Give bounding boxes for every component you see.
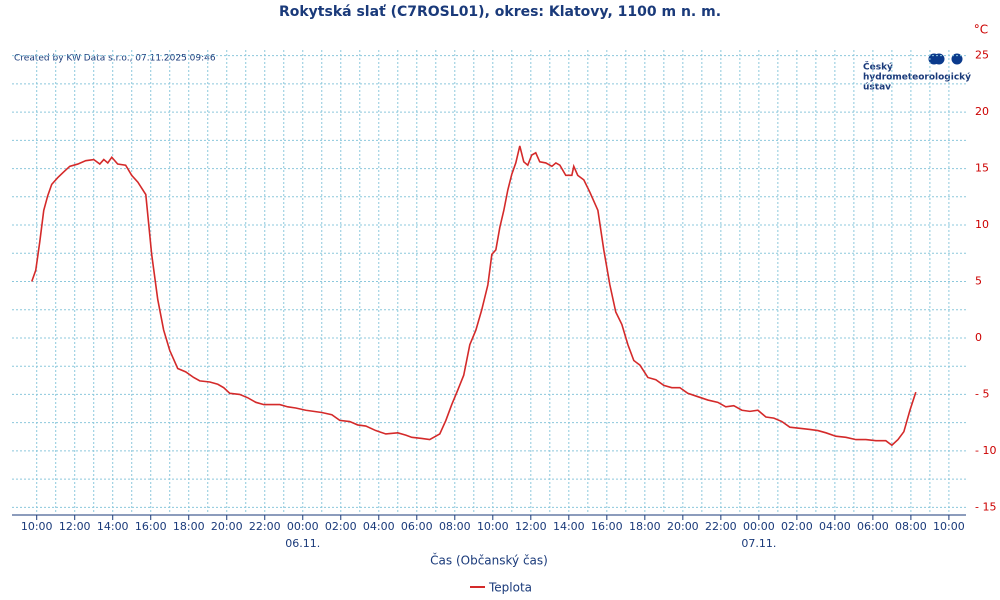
y-tick-label: 5 — [975, 275, 982, 288]
x-tick-label: 06:00 — [401, 520, 433, 533]
x-tick-label: 18:00 — [629, 520, 661, 533]
x-tick-label: 02:00 — [325, 520, 357, 533]
temperature-line — [31, 145, 917, 447]
y-tick-label: - 5 — [975, 387, 989, 400]
credit: Created by KW Data s.r.o., 07.11.2025 09… — [14, 54, 216, 64]
x-tick-label: 18:00 — [173, 520, 205, 533]
y-tick-label: 20 — [975, 105, 989, 118]
y-tick-label: - 15 — [975, 500, 996, 513]
x-tick-label: 00:00 — [287, 520, 319, 533]
legend-label: Teplota — [488, 581, 532, 595]
y-unit: °C — [974, 23, 988, 37]
y-tick-label: - 10 — [975, 444, 996, 457]
logo: Český hydrometeorologický ústav — [863, 53, 971, 93]
x-tick-label: 10:00 — [477, 520, 509, 533]
date-label: 07.11. — [741, 537, 776, 550]
x-tick-label: 12:00 — [515, 520, 547, 533]
logo-text: ústav — [863, 83, 891, 93]
logo-text: hydrometeorologický — [863, 73, 971, 83]
x-tick-label: 22:00 — [249, 520, 281, 533]
chart-title: Rokytská slať (C7ROSL01), okres: Klatovy… — [279, 4, 721, 20]
x-tick-label: 14:00 — [97, 520, 129, 533]
x-tick-label: 02:00 — [781, 520, 813, 533]
x-tick-label: 20:00 — [667, 520, 699, 533]
x-axis-label: Čas (Občanský čas) — [430, 553, 548, 568]
x-tick-label: 12:00 — [59, 520, 91, 533]
x-tick-label: 04:00 — [363, 520, 395, 533]
x-tick-label: 16:00 — [135, 520, 167, 533]
x-tick-label: 00:00 — [743, 520, 775, 533]
x-tick-label: 06:00 — [857, 520, 889, 533]
date-label: 06.11. — [285, 537, 320, 550]
x-tick-label: 16:00 — [591, 520, 623, 533]
x-tick-label: 10:00 — [933, 520, 965, 533]
x-tick-label: 04:00 — [819, 520, 851, 533]
x-tick-label: 08:00 — [439, 520, 471, 533]
x-tick-label: 22:00 — [705, 520, 737, 533]
logo-text: Český — [863, 61, 893, 73]
x-tick-label: 14:00 — [553, 520, 585, 533]
y-tick-label: 15 — [975, 162, 989, 175]
logo-dot — [933, 53, 945, 65]
x-tick-label: 08:00 — [895, 520, 927, 533]
x-tick-label: 10:00 — [21, 520, 53, 533]
logo-dot — [951, 53, 963, 65]
y-tick-label: 10 — [975, 218, 989, 231]
y-tick-label: 25 — [975, 49, 989, 62]
y-tick-label: 0 — [975, 331, 982, 344]
x-tick-label: 20:00 — [211, 520, 243, 533]
